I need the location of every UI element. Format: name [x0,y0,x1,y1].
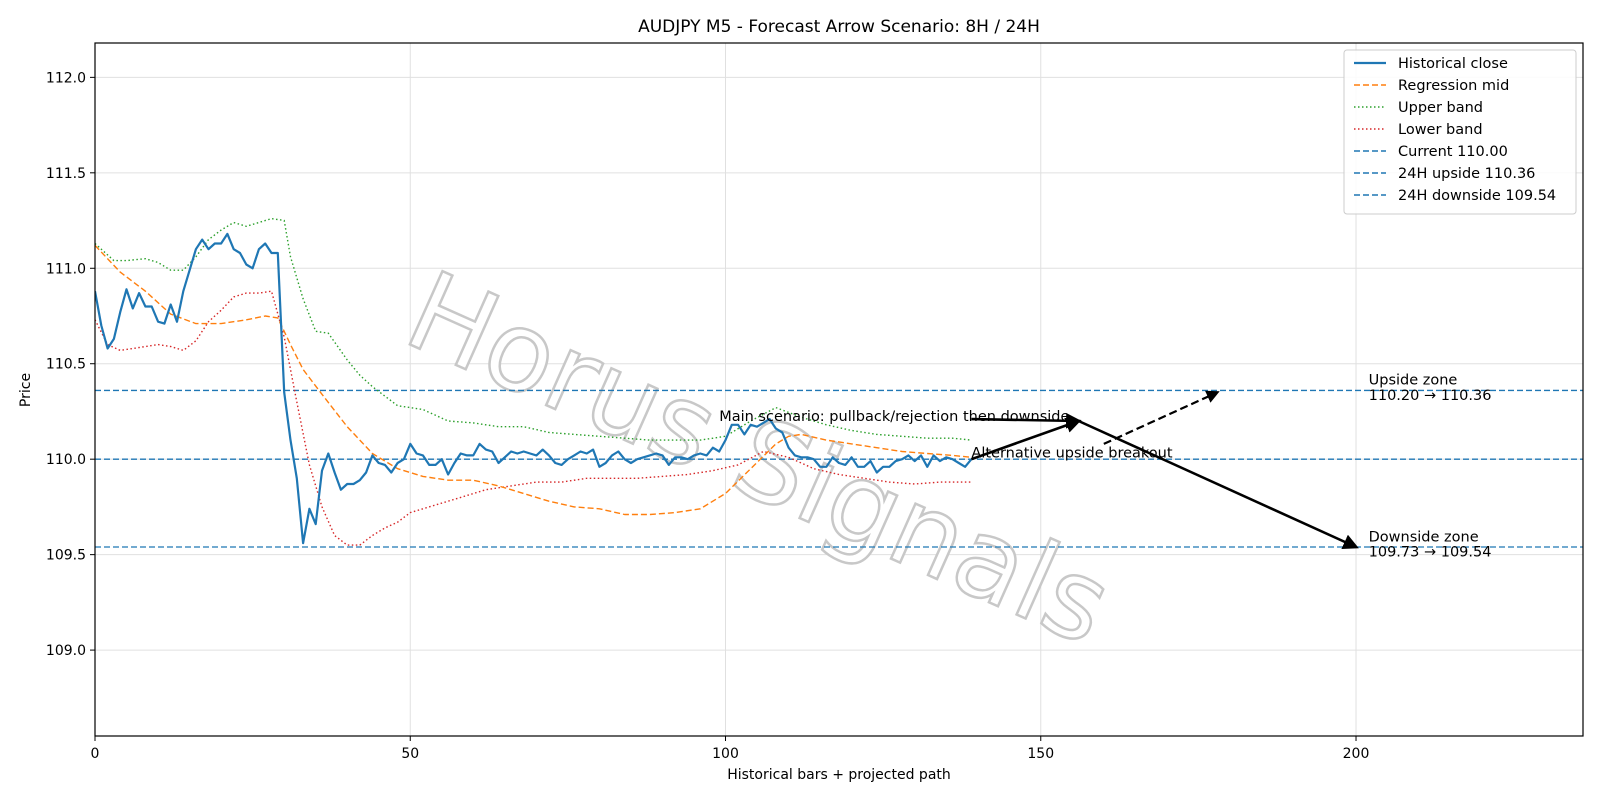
annotation-label: Upside zone [1369,373,1458,389]
series-line [95,217,972,441]
x-tick-label: 150 [1027,746,1054,762]
forecast-arrow [971,412,1082,429]
y-tick-label: 110.5 [46,357,86,373]
legend-entry: Historical close [1398,56,1508,72]
y-tick-label: 110.0 [46,452,86,468]
legend-entry: Lower band [1398,122,1483,138]
annotation-label: Downside zone [1369,529,1479,545]
annotation-label: Main scenario: pullback/rejection then d… [719,409,1069,425]
annotation-label: Alternative upside breakout [971,445,1172,461]
grid-lines [94,43,1583,736]
annotations-group: Main scenario: pullback/rejection then d… [719,373,1491,561]
legend-entry: 24H downside 109.54 [1398,188,1556,204]
reference-lines [95,389,1583,548]
series-line [95,232,973,545]
annotation-label: 109.73 → 109.54 [1369,545,1492,561]
y-tick-label: 109.0 [46,643,86,659]
legend-box [1343,49,1577,215]
x-axis-label: Historical bars + projected path [727,767,951,783]
y-tick-label: 111.0 [46,261,86,277]
chart-title: AUDJPY M5 - Forecast Arrow Scenario: 8H … [638,17,1040,37]
y-tick-label: 109.5 [46,548,86,564]
series-group [95,217,973,546]
annotation-label: 110.20 → 110.36 [1369,388,1492,404]
plot-frame [94,42,1584,737]
y-tick-label: 111.5 [46,166,86,182]
x-tick-label: 100 [712,746,739,762]
x-tick-label: 200 [1343,746,1370,762]
legend-entry: 24H upside 110.36 [1398,166,1535,182]
y-axis: 109.0 109.5 110.0 110.5 111.0 111.5 112.0 [46,70,95,659]
x-tick-label: 50 [401,746,419,762]
forecast-arrow [1078,419,1359,549]
forecast-arrow [970,417,1082,461]
series-line [95,290,972,546]
legend-entry: Regression mid [1398,78,1509,94]
legend-entry: Current 110.00 [1398,144,1508,160]
x-tick-label: 0 [91,746,100,762]
x-axis: 0 50 100 150 200 [91,736,1370,762]
legend-entry: Upper band [1398,100,1483,116]
arrows-group [970,390,1359,549]
legend: Historical close Regression mid Upper band… [1343,49,1577,215]
y-axis-label: Price [18,373,34,407]
y-tick-label: 112.0 [46,70,86,86]
forecast-arrow [1103,390,1220,445]
